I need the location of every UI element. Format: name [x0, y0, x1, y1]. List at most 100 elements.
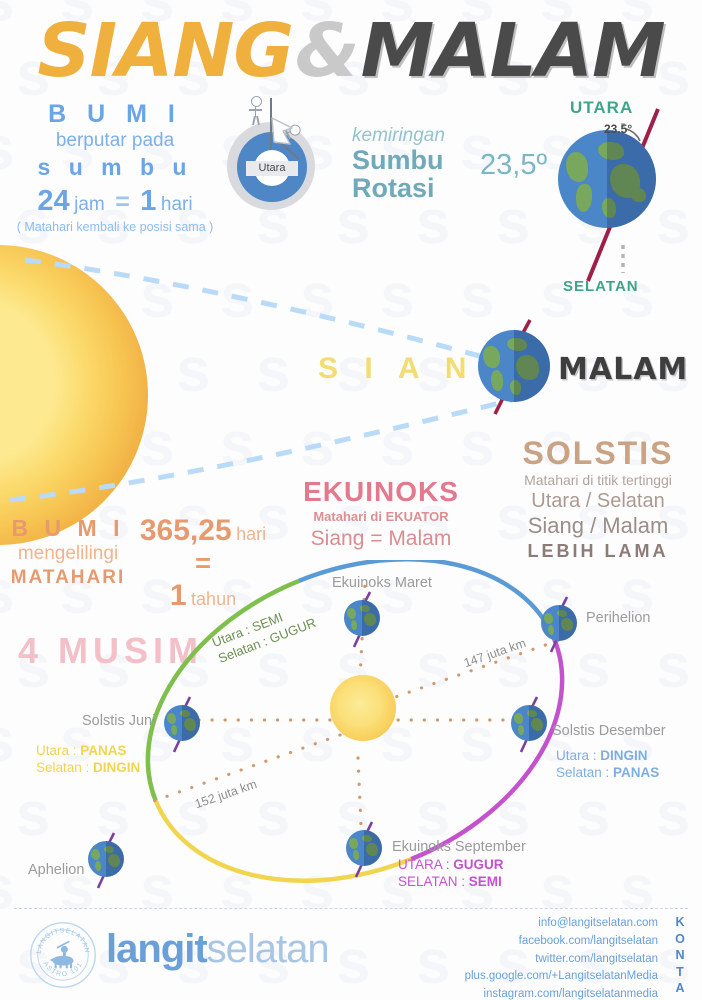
revolution-days-unit: hari: [236, 524, 267, 544]
season-juni-south-label: Selatan :: [36, 759, 94, 775]
four-seasons-heading: 4 MUSIM: [18, 630, 204, 671]
earth-ekuinoks-september: [346, 821, 382, 878]
earth-solstis-desember: [511, 696, 547, 753]
solstis-sub3: Siang / Malam: [527, 513, 669, 538]
earth-perihelion: [541, 596, 577, 653]
contact-instagram[interactable]: instagram.com/langitselatanmedia: [483, 988, 658, 1000]
ekuinoks-sub2: Siang = Malam: [310, 527, 452, 550]
season-desember-north-label: Utara :: [556, 748, 601, 763]
rotation-note: ( Matahari kembali ke posisi sama ): [16, 220, 214, 234]
seal-centaur-icon: [50, 940, 74, 969]
season-juni-north-label: Utara :: [36, 743, 81, 758]
earth-aphelion: [88, 832, 124, 889]
footer-contact-list: info@langitselatan.com facebook.com/lang…: [420, 915, 658, 1000]
watermark-letter: s: [336, 928, 371, 997]
ekuinoks-sub1: Matahari di EKUATOR: [313, 509, 449, 524]
tilt-rotasi-label: Rotasi: [352, 172, 435, 203]
rotation-text-block: B U M I berputar pada s u m b u 24 jam =…: [10, 100, 220, 234]
revolution-equals-sign: =: [195, 548, 211, 578]
langitselatan-seal-logo: LANGITSELATAN ASTRO 101: [30, 922, 96, 988]
rotation-berputar-label: berputar pada: [55, 130, 175, 151]
kontak-letter: N: [675, 948, 685, 962]
revolution-text-block: B U M I mengelilingi MATAHARI: [8, 515, 128, 589]
rotation-sumbu-label: s u m b u: [37, 154, 193, 180]
orbit-diagram: [145, 560, 565, 883]
tilt-sumbu-label: Sumbu: [352, 145, 444, 175]
label-perihelion: Perihelion: [586, 610, 651, 626]
footer-divider: [14, 908, 688, 909]
kontak-letter: K: [670, 997, 690, 1000]
axial-tilt-text-block: kemiringan Sumbu Rotasi 23,5º: [352, 125, 547, 203]
langitselatan-wordmark: langitselatan: [106, 927, 330, 972]
season-september-south-label: SELATAN :: [398, 873, 469, 889]
revolution-mengelilingi-label: mengelilingi: [17, 543, 119, 564]
rotation-days-value: 1: [140, 185, 157, 217]
revolution-bumi-label: B U M I: [11, 515, 125, 541]
solstis-sub2: Utara / Selatan: [531, 490, 665, 512]
earth-globe-tilted: [558, 130, 656, 228]
revolution-equation-block: 365,25 hari = 1 tahun: [128, 514, 278, 613]
solstis-sub4: LEBIH LAMA: [527, 541, 669, 561]
label-solstis-desember: Solstis Desember: [552, 723, 666, 739]
kontak-letter: O: [675, 931, 685, 946]
season-juni-north-value: PANAS: [80, 743, 127, 758]
globe-south-label: SELATAN: [563, 278, 639, 295]
kontak-vertical-label: KONTAK: [670, 914, 690, 1000]
solstis-sub1: Matahari di titik tertinggi: [524, 472, 672, 488]
malam-label: MALAM: [558, 352, 689, 387]
season-juni-annotation: Utara : PANAS Selatan : DINGIN: [36, 743, 140, 777]
season-september-north-value: GUGUR: [453, 857, 504, 872]
pole-utara-label: Utara: [246, 161, 298, 176]
season-september-annotation: UTARA : GUGUR SELATAN : SEMI: [398, 857, 504, 891]
season-juni-south-value: DINGIN: [93, 759, 141, 775]
ekuinoks-text-block: EKUINOKS Matahari di EKUATOR Siang = Mal…: [282, 476, 480, 551]
earth-ekuinoks-maret: [344, 591, 380, 648]
tilt-degrees-value: 23,5º: [480, 149, 548, 181]
rotation-bumi-label: B U M I: [48, 100, 182, 128]
globe-north-label: UTARA: [570, 98, 634, 117]
rotation-equals-sign: =: [115, 188, 130, 216]
contact-facebook[interactable]: facebook.com/langitselatan: [518, 934, 658, 947]
title-siang: SIANG: [37, 8, 294, 94]
kontak-letter: A: [675, 981, 685, 995]
rotation-equation: 24 jam = 1 hari: [10, 185, 220, 218]
pole-axis-line: [270, 98, 272, 164]
title-ampersand: &: [295, 8, 360, 94]
kontak-letter: T: [676, 964, 684, 979]
rotation-arrow-icon: [271, 117, 293, 145]
kontak-letter: K: [675, 915, 685, 929]
revolution-years-value: 1: [169, 579, 187, 612]
tilt-angle-label: 23.5°: [604, 122, 633, 136]
wordmark-selatan: selatan: [206, 927, 330, 971]
revolution-years-unit: tahun: [191, 589, 237, 609]
sun-center-icon: [330, 675, 396, 741]
label-ekuinoks-maret: Ekuinoks Maret: [332, 575, 432, 591]
tilt-kemiringan-label: kemiringan: [352, 125, 445, 146]
revolution-matahari-label: MATAHARI: [10, 567, 126, 588]
solstis-text-block: SOLSTIS Matahari di titik tertinggi Utar…: [498, 435, 698, 562]
wordmark-langit: langit: [106, 927, 208, 971]
revolution-days-row: 365,25 hari: [128, 514, 278, 548]
label-aphelion: Aphelion: [28, 862, 85, 878]
north-pole-view-diagram: Utara: [225, 98, 320, 215]
orbit-dashed-arcs: [9, 257, 513, 503]
season-september-south-value: SEMI: [468, 873, 502, 889]
season-september-north-label: UTARA :: [398, 857, 454, 872]
revolution-days-value: 365,25: [139, 514, 232, 547]
title-malam: MALAM: [360, 8, 666, 94]
season-desember-south-value: PANAS: [613, 764, 660, 780]
earth-solstis-juni: [164, 696, 200, 753]
rotation-hours-value: 24: [37, 185, 70, 217]
label-solstis-juni: Solstis Juni: [82, 713, 156, 729]
rotation-hours-unit: jam: [74, 194, 105, 215]
contact-email[interactable]: info@langitselatan.com: [538, 917, 658, 929]
rotation-days-unit: hari: [160, 194, 193, 215]
season-desember-north-value: DINGIN: [600, 748, 648, 763]
contact-googleplus[interactable]: plus.google.com/+LangitselatanMedia: [464, 970, 658, 983]
contact-twitter[interactable]: twitter.com/langitselatan: [535, 952, 658, 965]
ekuinoks-heading: EKUINOKS: [303, 476, 459, 507]
page-title: SIANG&MALAM: [0, 8, 702, 94]
earth-globe-middle: [478, 330, 550, 402]
season-desember-annotation: Utara : DINGIN Selatan : PANAS: [556, 748, 659, 782]
